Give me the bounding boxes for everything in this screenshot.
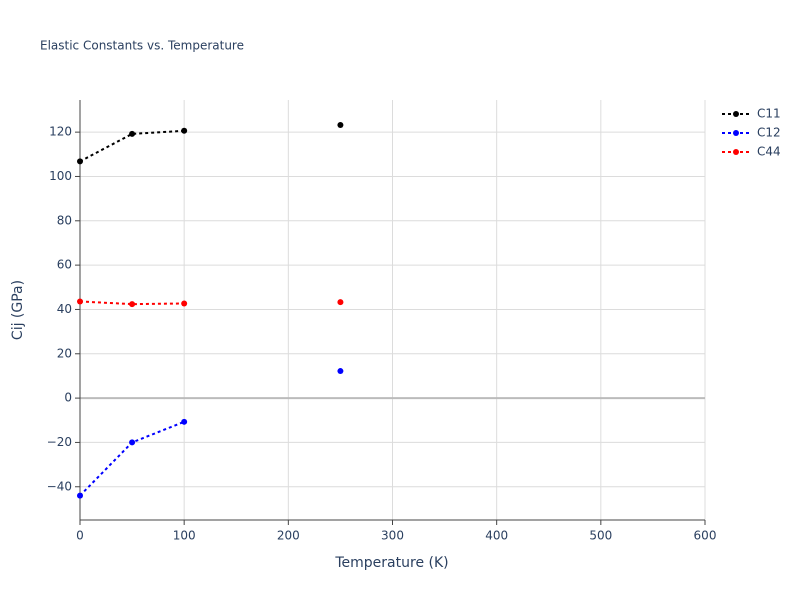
data-point: [337, 299, 344, 306]
legend-label: C12: [757, 126, 781, 140]
data-point: [129, 439, 136, 446]
y-tick-label: 100: [49, 169, 72, 183]
y-tick-label: 60: [57, 258, 72, 272]
data-point: [77, 492, 83, 499]
y-tick-label: 120: [49, 125, 72, 139]
legend-marker: [733, 111, 739, 117]
legend-label: C44: [757, 145, 781, 159]
x-tick-label: 500: [589, 529, 612, 543]
data-point: [129, 301, 136, 308]
legend-label: C11: [757, 107, 781, 121]
y-tick-label: 0: [64, 391, 72, 405]
data-point: [181, 300, 188, 307]
y-tick-label: 20: [57, 346, 72, 360]
legend-marker: [733, 130, 739, 136]
y-axis-title: Cij (GPa): [10, 280, 26, 340]
y-tick-label: −20: [47, 435, 72, 449]
x-tick-label: 200: [277, 529, 300, 543]
series-line: [79, 129, 185, 163]
legend-marker: [733, 149, 739, 155]
data-point: [77, 298, 83, 305]
x-tick-label: 400: [485, 529, 508, 543]
x-tick-label: 300: [381, 529, 404, 543]
data-point: [181, 418, 188, 425]
x-tick-label: 100: [173, 529, 196, 543]
chart-title: Elastic Constants vs. Temperature: [40, 39, 244, 53]
data-point: [129, 130, 136, 137]
y-tick-label: −40: [47, 479, 72, 493]
y-tick-label: 40: [57, 302, 72, 316]
data-point: [77, 158, 83, 165]
x-tick-label: 600: [694, 529, 717, 543]
data-point: [181, 127, 188, 134]
data-point: [337, 368, 344, 375]
y-tick-label: 80: [57, 213, 72, 227]
series-line: [79, 300, 185, 306]
x-axis-title: Temperature (K): [334, 555, 448, 571]
series-line: [79, 420, 185, 497]
x-tick-label: 0: [76, 529, 84, 543]
data-point: [337, 122, 344, 129]
